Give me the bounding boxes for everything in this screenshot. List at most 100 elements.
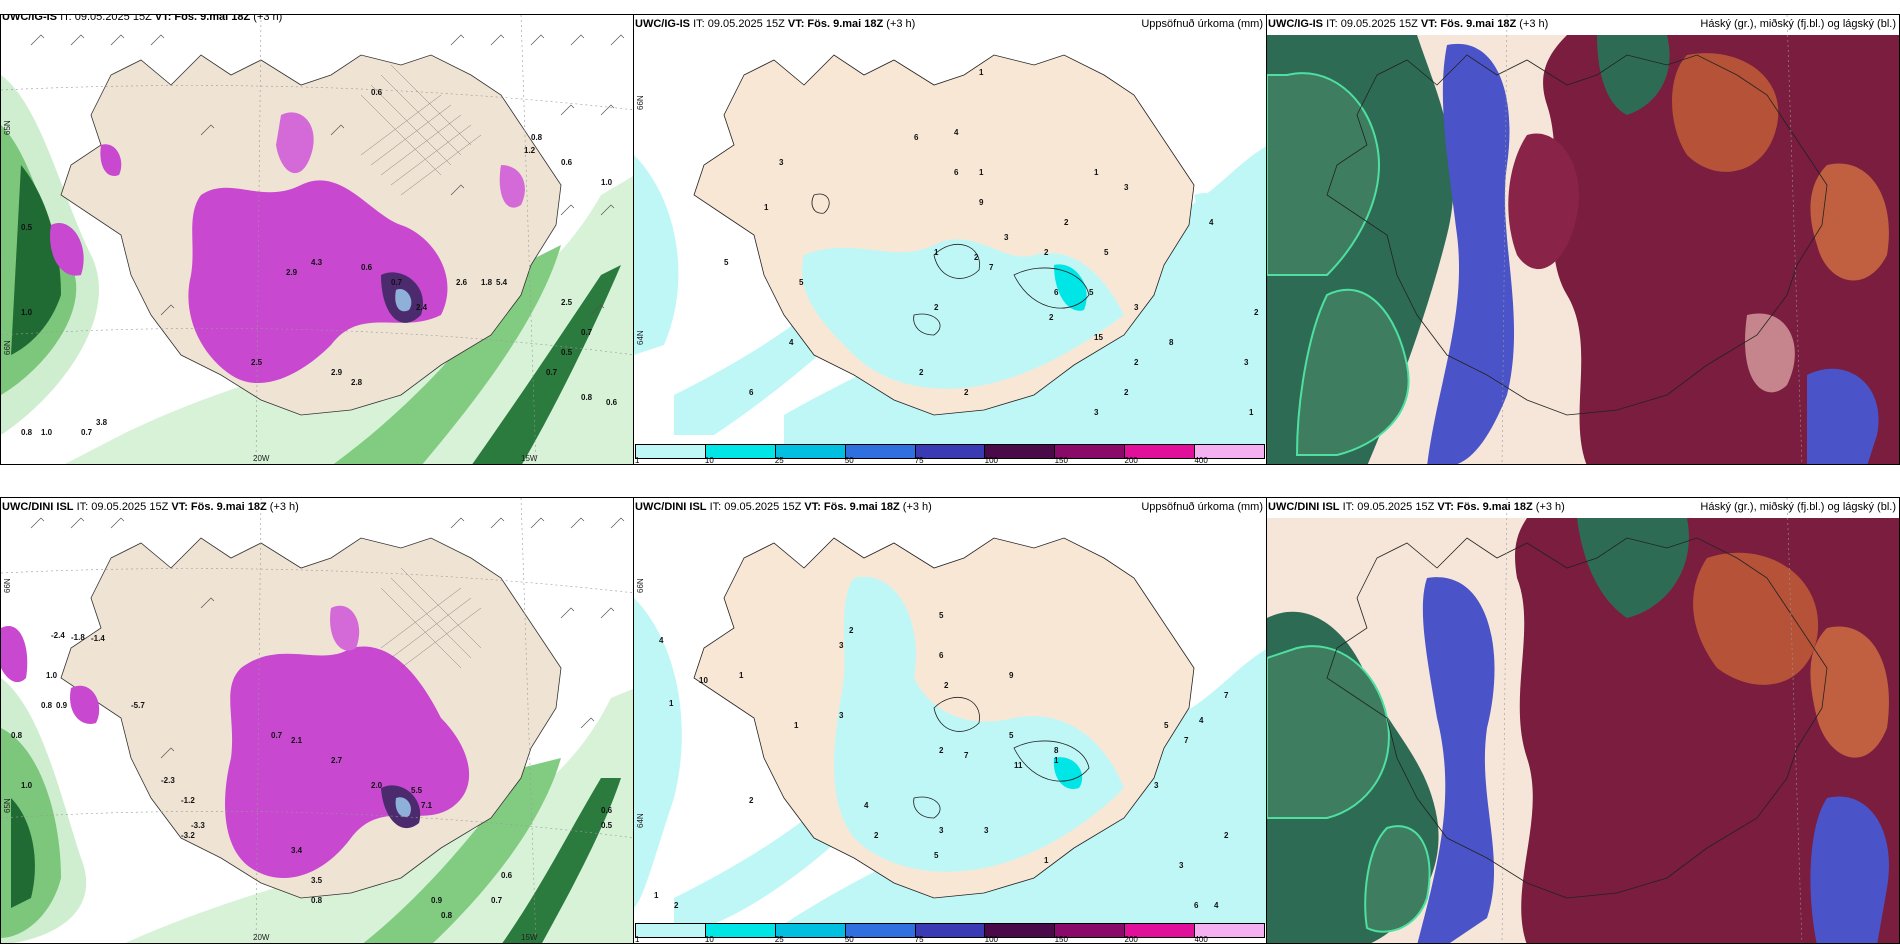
lead-time: (+3 h) <box>253 14 283 23</box>
map-value-label: 7 <box>989 263 994 272</box>
map-value-label: 2 <box>974 253 979 262</box>
map-value-label: 3 <box>1094 408 1099 417</box>
swatch-150 <box>1055 445 1126 458</box>
lead-time: (+3 h) <box>1535 501 1565 513</box>
map-value-label: 10 <box>699 676 708 685</box>
tick: 150 <box>1054 456 1068 465</box>
cloud-map-svg <box>1267 498 1899 943</box>
map-value-label: 2.0 <box>371 781 383 790</box>
cloud-panel-row1[interactable]: UWC/IG-IS IT: 09.05.2025 15Z VT: Fös. 9.… <box>1266 14 1900 465</box>
precip-colorbar: 1 10 25 50 75 100 150 200 400 <box>634 442 1266 464</box>
panel-header: UWC/IG-IS IT: 09.05.2025 15Z VT: Fös. 9.… <box>1268 16 1898 34</box>
map-value-label: 8 <box>1054 746 1059 755</box>
map-value-label: -2.4 <box>51 631 65 640</box>
map-value-label: 4 <box>789 338 794 347</box>
tick: 75 <box>914 456 924 465</box>
swatch-200 <box>1125 924 1196 937</box>
map-value-label: 1 <box>669 699 674 708</box>
map-value-label: 2 <box>849 626 854 635</box>
map-value-label: 2.9 <box>331 368 343 377</box>
map-value-label: 0.8 <box>441 911 453 920</box>
tick: 200 <box>1124 935 1138 944</box>
map-value-label: 1.2 <box>524 146 536 155</box>
map-value-label: -3.3 <box>191 821 205 830</box>
map-value-label: 4 <box>864 801 869 810</box>
swatch-10 <box>705 924 776 937</box>
map-value-label: 0.6 <box>371 88 383 97</box>
map-value-label: 7 <box>964 751 969 760</box>
precip-panel-row1[interactable]: UWC/IG-IS IT: 09.05.2025 15Z VT: Fös. 9.… <box>633 14 1267 465</box>
wind-panel-row2[interactable]: UWC/DINI ISL IT: 09.05.2025 15Z VT: Fös.… <box>0 497 634 944</box>
tick: 100 <box>984 456 998 465</box>
colorbar-swatches <box>635 923 1265 938</box>
map-value-label: 9 <box>979 198 984 207</box>
swatch-100 <box>985 445 1056 458</box>
map-value-label: 3 <box>1134 303 1139 312</box>
map-value-label: 0.5 <box>561 348 573 357</box>
map-value-label: 2.6 <box>456 278 468 287</box>
tick: 100 <box>984 935 998 944</box>
lat-label-66n: 66N <box>636 95 645 110</box>
map-value-label: 3 <box>1124 183 1129 192</box>
lon-label-20w: 20W <box>253 454 270 463</box>
map-value-label: 15 <box>1094 333 1103 342</box>
map-value-label: 2.9 <box>286 268 298 277</box>
map-value-label: 3 <box>1179 861 1184 870</box>
map-value-label: 1 <box>654 891 659 900</box>
map-value-label: -5.7 <box>131 701 145 710</box>
map-value-label: 0.6 <box>601 806 613 815</box>
map-value-label: 6 <box>914 133 919 142</box>
map-value-label: 2 <box>1124 388 1129 397</box>
map-value-label: 1 <box>764 203 769 212</box>
colorbar-swatches <box>635 444 1265 459</box>
map-value-label: -3.2 <box>181 831 195 840</box>
map-value-label: 4 <box>1199 716 1204 725</box>
lead-time: (+3 h) <box>886 18 916 30</box>
map-value-label: 2 <box>1134 358 1139 367</box>
map-value-label: 1 <box>1249 408 1254 417</box>
map-value-label: 2.7 <box>331 756 343 765</box>
lon-label-15w: 15W <box>521 454 538 463</box>
map-value-label: 2.1 <box>291 736 303 745</box>
panel-title: Uppsöfnuð úrkoma (mm) <box>1141 18 1263 30</box>
map-value-label: 2 <box>1224 831 1229 840</box>
lead-time: (+3 h) <box>1519 18 1549 30</box>
map-value-label: 2.5 <box>251 358 263 367</box>
map-value-label: 0.8 <box>311 896 323 905</box>
map-value-label: 3 <box>939 826 944 835</box>
map-value-label: 3 <box>1244 358 1249 367</box>
map-value-label: 1.0 <box>46 671 58 680</box>
map-value-label: 0.6 <box>361 263 373 272</box>
tick: 10 <box>704 935 714 944</box>
map-value-label: 2 <box>674 901 679 910</box>
map-value-label: 5 <box>934 851 939 860</box>
lat-label-65n: 65N <box>3 798 12 813</box>
map-value-label: 7 <box>1184 736 1189 745</box>
map-value-label: 5 <box>1164 721 1169 730</box>
map-value-label: 2 <box>944 681 949 690</box>
map-value-label: 0.6 <box>606 398 618 407</box>
panel-header: UWC/IG-IS IT: 09.05.2025 15Z VT: Fös. 9.… <box>2 14 632 27</box>
map-value-label: 5.4 <box>496 278 508 287</box>
wind-panel-row1[interactable]: UWC/IG-IS IT: 09.05.2025 15Z VT: Fös. 9.… <box>0 14 634 465</box>
lat-label-66n: 66N <box>636 578 645 593</box>
model-name: UWC/DINI ISL <box>1268 501 1340 513</box>
map-value-label: 0.5 <box>601 821 613 830</box>
map-value-label: 0.7 <box>491 896 503 905</box>
map-value-label: 4.3 <box>311 258 323 267</box>
map-value-label: 3 <box>1004 233 1009 242</box>
lead-time: (+3 h) <box>902 501 932 513</box>
map-value-label: 8 <box>1169 338 1174 347</box>
map-value-label: -2.3 <box>161 776 175 785</box>
map-value-label: 0.6 <box>501 871 513 880</box>
panel-header: UWC/DINI ISL IT: 09.05.2025 15Z VT: Fös.… <box>635 499 1265 517</box>
precip-panel-row2[interactable]: UWC/DINI ISL IT: 09.05.2025 15Z VT: Fös.… <box>633 497 1267 944</box>
swatch-1 <box>636 924 706 937</box>
map-value-label: 5 <box>1009 731 1014 740</box>
map-value-label: 6 <box>939 651 944 660</box>
map-value-label: 3.4 <box>291 846 303 855</box>
cloud-panel-row2[interactable]: UWC/DINI ISL IT: 09.05.2025 15Z VT: Fös.… <box>1266 497 1900 944</box>
map-value-label: 0.7 <box>391 278 403 287</box>
swatch-75 <box>915 924 986 937</box>
swatch-25 <box>775 445 846 458</box>
